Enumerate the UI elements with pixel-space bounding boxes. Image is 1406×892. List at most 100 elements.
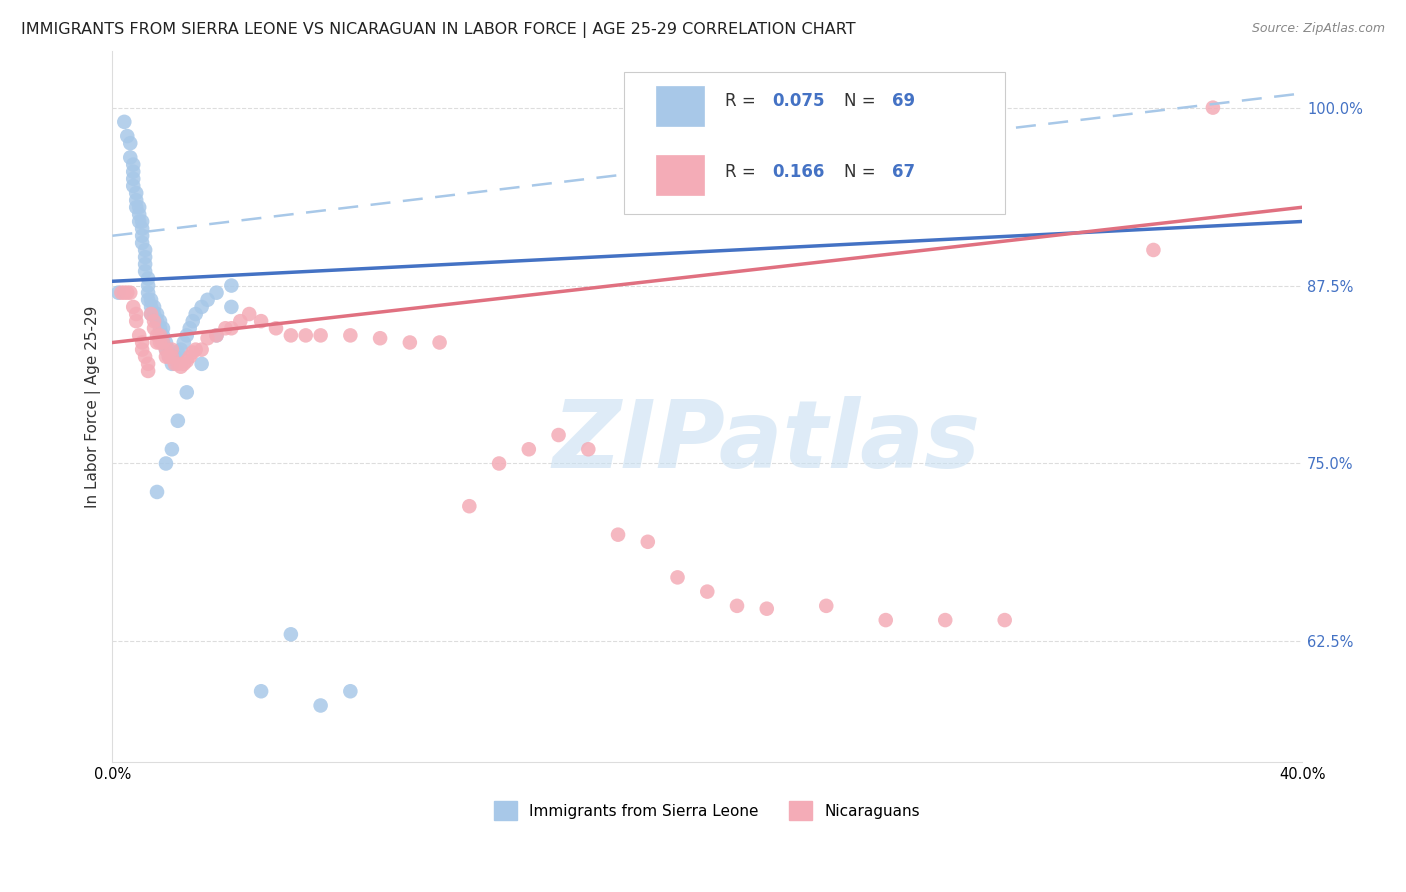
Point	[146, 485, 169, 500]
Point	[122, 178, 145, 193]
Text: N =: N =	[844, 162, 882, 181]
Point	[725, 599, 748, 613]
Point	[155, 350, 177, 364]
Point	[184, 343, 207, 357]
Point	[157, 343, 180, 357]
Point	[136, 278, 159, 293]
Text: IMMIGRANTS FROM SIERRA LEONE VS NICARAGUAN IN LABOR FORCE | AGE 25-29 CORRELATIO: IMMIGRANTS FROM SIERRA LEONE VS NICARAGU…	[21, 22, 856, 38]
Point	[107, 285, 129, 300]
Point	[1202, 101, 1225, 115]
Point	[143, 307, 166, 321]
Point	[122, 157, 145, 171]
Point	[149, 314, 172, 328]
Point	[134, 264, 156, 278]
Point	[112, 285, 135, 300]
Y-axis label: In Labor Force | Age 25-29: In Labor Force | Age 25-29	[86, 305, 101, 508]
Point	[139, 300, 162, 314]
Point	[143, 300, 166, 314]
Point	[184, 307, 207, 321]
Point	[576, 442, 599, 457]
Point	[136, 285, 159, 300]
Point	[181, 314, 204, 328]
Point	[152, 335, 174, 350]
Point	[120, 285, 142, 300]
Point	[160, 350, 183, 364]
Point	[339, 684, 361, 698]
Point	[547, 428, 569, 442]
Text: 67: 67	[891, 162, 915, 181]
Point	[125, 200, 148, 214]
Point	[190, 357, 212, 371]
Point	[637, 534, 659, 549]
Point	[190, 343, 212, 357]
Point	[238, 307, 260, 321]
Point	[134, 243, 156, 257]
Text: 69: 69	[891, 92, 915, 110]
Point	[294, 328, 316, 343]
Point	[176, 328, 198, 343]
Point	[152, 328, 174, 343]
Point	[607, 527, 630, 541]
Point	[131, 214, 153, 228]
Point	[166, 414, 188, 428]
Text: ZIPatlas: ZIPatlas	[553, 396, 981, 488]
Legend: Immigrants from Sierra Leone, Nicaraguans: Immigrants from Sierra Leone, Nicaraguan…	[488, 795, 927, 826]
Point	[229, 314, 252, 328]
Point	[264, 321, 287, 335]
Point	[934, 613, 956, 627]
Point	[125, 314, 148, 328]
Point	[155, 457, 177, 471]
Point	[155, 343, 177, 357]
Point	[139, 307, 162, 321]
Point	[146, 314, 169, 328]
Point	[149, 328, 172, 343]
Point	[488, 457, 510, 471]
Point	[190, 300, 212, 314]
Point	[280, 328, 302, 343]
Point	[117, 285, 139, 300]
Point	[146, 307, 169, 321]
Text: Source: ZipAtlas.com: Source: ZipAtlas.com	[1251, 22, 1385, 36]
Point	[875, 613, 897, 627]
Point	[170, 359, 193, 374]
Point	[309, 328, 332, 343]
Point	[696, 584, 718, 599]
Point	[117, 129, 139, 144]
Point	[125, 193, 148, 207]
Point	[517, 442, 540, 457]
FancyBboxPatch shape	[657, 86, 704, 126]
Point	[160, 350, 183, 364]
Point	[157, 350, 180, 364]
Point	[221, 321, 243, 335]
Point	[309, 698, 332, 713]
Point	[163, 350, 186, 364]
Point	[166, 345, 188, 359]
Point	[339, 328, 361, 343]
Point	[155, 335, 177, 350]
Point	[134, 257, 156, 271]
Point	[250, 314, 273, 328]
FancyBboxPatch shape	[624, 72, 1005, 214]
Point	[125, 307, 148, 321]
FancyBboxPatch shape	[657, 154, 704, 195]
Point	[176, 385, 198, 400]
Point	[122, 171, 145, 186]
Point	[179, 321, 201, 335]
Point	[131, 235, 153, 250]
Point	[134, 250, 156, 264]
Point	[214, 321, 236, 335]
Text: 0.075: 0.075	[773, 92, 825, 110]
Point	[122, 164, 145, 178]
Text: R =: R =	[725, 162, 761, 181]
Point	[122, 300, 145, 314]
Point	[128, 200, 150, 214]
Point	[136, 364, 159, 378]
Point	[131, 221, 153, 235]
Point	[250, 684, 273, 698]
Point	[205, 285, 228, 300]
Point	[143, 314, 166, 328]
Point	[166, 357, 188, 371]
Point	[131, 228, 153, 243]
Point	[368, 331, 391, 345]
Point	[112, 115, 135, 129]
